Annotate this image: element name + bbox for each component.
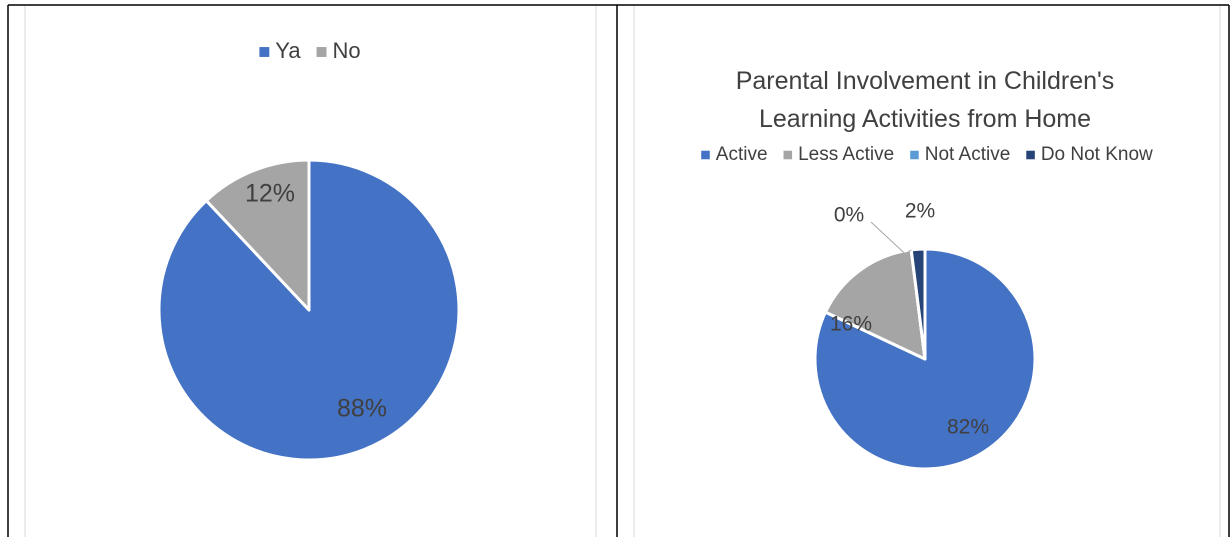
legend-label: Not Active <box>925 144 1011 165</box>
legend-marker <box>1026 150 1035 160</box>
pie-slice <box>157 158 461 462</box>
leader-line <box>870 221 912 255</box>
data-label: 12% <box>245 180 295 208</box>
data-label: 82% <box>947 416 989 439</box>
legend-marker <box>701 150 710 160</box>
legend-marker <box>910 150 919 160</box>
legend-label: Do Not Know <box>1041 144 1153 165</box>
legend: Ya No <box>259 38 361 63</box>
pie-slice <box>204 158 311 312</box>
legend: Active Less Active Not Active Do Not Know <box>701 144 1153 165</box>
data-label: 2% <box>905 200 935 223</box>
legend-marker <box>316 47 327 57</box>
data-label: 0% <box>834 204 864 227</box>
pie-slice <box>823 248 927 361</box>
pie-slice <box>909 247 927 361</box>
chart-title: Parental Involvement in Children's Learn… <box>735 67 1115 133</box>
data-label: 88% <box>337 395 387 423</box>
legend-marker <box>259 47 270 57</box>
data-label: 16% <box>830 313 872 336</box>
legend-label: Active <box>716 144 768 165</box>
legend-marker <box>783 150 793 160</box>
legend-label: No <box>332 38 360 63</box>
legend-label: Less Active <box>798 144 894 165</box>
legend-label: Ya <box>275 38 301 63</box>
